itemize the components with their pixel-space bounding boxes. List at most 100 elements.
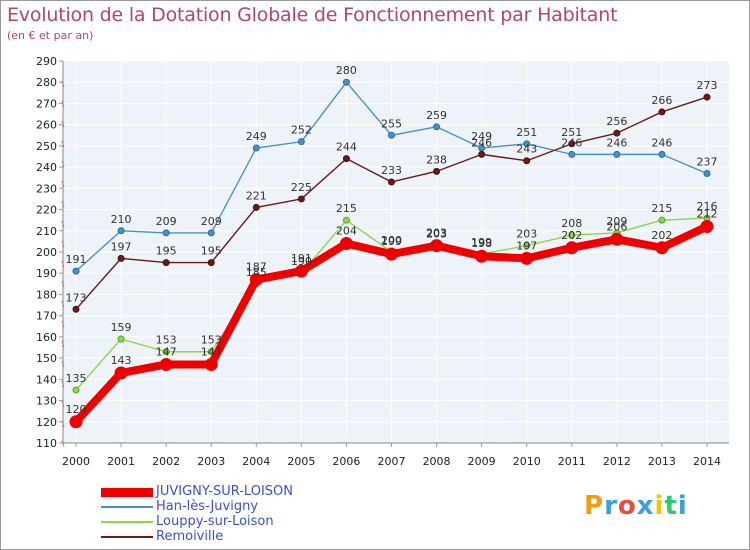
x-tick-label: 2011 [558, 455, 586, 468]
data-point-han-les-juvigny [252, 144, 260, 152]
legend-label: Louppy-sur-Loison [156, 514, 274, 529]
data-point-han-les-juvigny [162, 229, 170, 237]
data-label-louppy-sur-loison: 153 [201, 334, 222, 347]
data-label-louppy-sur-loison: 135 [66, 372, 87, 385]
axis-accent [61, 440, 65, 448]
x-tick-label: 2003 [197, 455, 225, 468]
data-label-han-les-juvigny: 252 [291, 124, 312, 137]
x-tick-label: 2012 [603, 455, 631, 468]
data-point-han-les-juvigny [72, 267, 80, 275]
data-point-juvigny-sur-loison [385, 247, 398, 261]
legend-label: Remoiville [156, 529, 224, 544]
axis-accent [61, 260, 65, 268]
legend-swatch [101, 536, 153, 538]
data-point-han-les-juvigny [117, 227, 125, 235]
legend-label: Han-lès-Juvigny [156, 499, 259, 514]
data-label-remoiville: 238 [426, 153, 447, 166]
data-point-louppy-sur-loison [117, 335, 125, 343]
x-tick-label: 2005 [287, 455, 315, 468]
data-label-remoiville: 243 [516, 143, 537, 156]
data-point-juvigny-sur-loison [249, 273, 263, 287]
y-tick-label: 140 [36, 373, 57, 386]
data-point-juvigny-sur-loison [610, 232, 624, 246]
y-tick-label: 250 [36, 140, 57, 153]
data-label-han-les-juvigny: 209 [201, 215, 222, 228]
x-tick-label: 2000 [62, 455, 90, 468]
axis-accent [61, 160, 65, 168]
data-label-juvigny-sur-loison: 203 [426, 227, 447, 240]
y-tick-label: 260 [36, 119, 57, 132]
data-label-remoiville: 273 [697, 79, 718, 92]
chart-title: Evolution de la Dotation Globale de Fonc… [7, 4, 618, 26]
data-point-han-les-juvigny [613, 150, 621, 158]
data-point-remoiville [72, 305, 80, 313]
data-point-louppy-sur-loison [523, 242, 531, 250]
data-label-han-les-juvigny: 249 [246, 130, 267, 143]
data-point-juvigny-sur-loison [475, 249, 489, 263]
data-label-juvigny-sur-loison: 204 [336, 225, 357, 238]
data-label-juvigny-sur-loison: 202 [561, 229, 582, 242]
axis-accent [61, 420, 65, 428]
data-label-juvigny-sur-loison: 198 [471, 237, 492, 250]
data-point-juvigny-sur-loison [294, 264, 308, 278]
data-label-louppy-sur-loison: 203 [426, 228, 447, 241]
data-label-remoiville: 266 [651, 94, 672, 107]
data-point-han-les-juvigny [207, 229, 215, 237]
data-label-louppy-sur-loison: 190 [291, 255, 312, 268]
data-label-han-les-juvigny: 246 [606, 136, 627, 149]
y-tick-label: 290 [36, 55, 57, 68]
data-point-louppy-sur-loison [72, 386, 80, 394]
y-tick-label: 280 [36, 76, 57, 89]
y-tick-label: 120 [36, 416, 57, 429]
data-point-remoiville [523, 157, 531, 165]
axis-accent [61, 220, 65, 228]
legend-swatch [101, 487, 153, 497]
data-label-han-les-juvigny: 259 [426, 109, 447, 122]
data-point-remoiville [613, 129, 621, 137]
x-tick-label: 2002 [152, 455, 180, 468]
data-point-juvigny-sur-loison [204, 357, 218, 371]
chart-subtitle: (en € et par an) [7, 29, 94, 42]
data-label-remoiville: 233 [381, 164, 402, 177]
data-point-remoiville [658, 108, 666, 116]
data-label-louppy-sur-loison: 153 [156, 334, 177, 347]
data-point-remoiville [568, 140, 576, 148]
y-tick-label: 240 [36, 161, 57, 174]
data-point-juvigny-sur-loison [430, 239, 444, 253]
axis-accent [61, 400, 65, 408]
data-label-juvigny-sur-loison: 187 [246, 261, 267, 274]
data-point-remoiville [252, 203, 260, 211]
data-label-han-les-juvigny: 191 [66, 253, 87, 266]
axis-accent [61, 80, 65, 88]
data-label-han-les-juvigny: 209 [156, 215, 177, 228]
data-point-juvigny-sur-loison [339, 237, 353, 251]
data-label-juvigny-sur-loison: 143 [111, 354, 132, 367]
axis-accent [61, 120, 65, 128]
data-point-han-les-juvigny [388, 131, 395, 139]
data-label-remoiville: 197 [111, 240, 132, 253]
data-point-han-les-juvigny [658, 150, 666, 158]
y-tick-label: 110 [36, 437, 57, 450]
data-point-juvigny-sur-loison [700, 220, 714, 234]
data-label-remoiville: 251 [561, 126, 582, 139]
legend-label: JUVIGNY-SUR-LOISON [156, 484, 293, 499]
data-label-juvigny-sur-loison: 206 [606, 220, 627, 233]
y-tick-label: 270 [36, 97, 57, 110]
axis-accent [61, 380, 65, 388]
data-label-louppy-sur-loison: 159 [111, 321, 132, 334]
data-point-remoiville [433, 167, 441, 175]
data-label-juvigny-sur-loison: 202 [651, 229, 672, 242]
data-point-han-les-juvigny [433, 123, 441, 131]
axis-accent [61, 140, 65, 148]
data-label-remoiville: 225 [291, 181, 312, 194]
data-label-louppy-sur-loison: 208 [561, 217, 582, 230]
data-label-louppy-sur-loison: 215 [651, 202, 672, 215]
data-label-louppy-sur-loison: 215 [336, 202, 357, 215]
data-label-louppy-sur-loison: 216 [697, 200, 718, 213]
x-tick-label: 2004 [242, 455, 270, 468]
data-label-han-les-juvigny: 237 [697, 155, 718, 168]
data-point-louppy-sur-loison [658, 216, 666, 224]
y-tick-label: 220 [36, 204, 57, 217]
